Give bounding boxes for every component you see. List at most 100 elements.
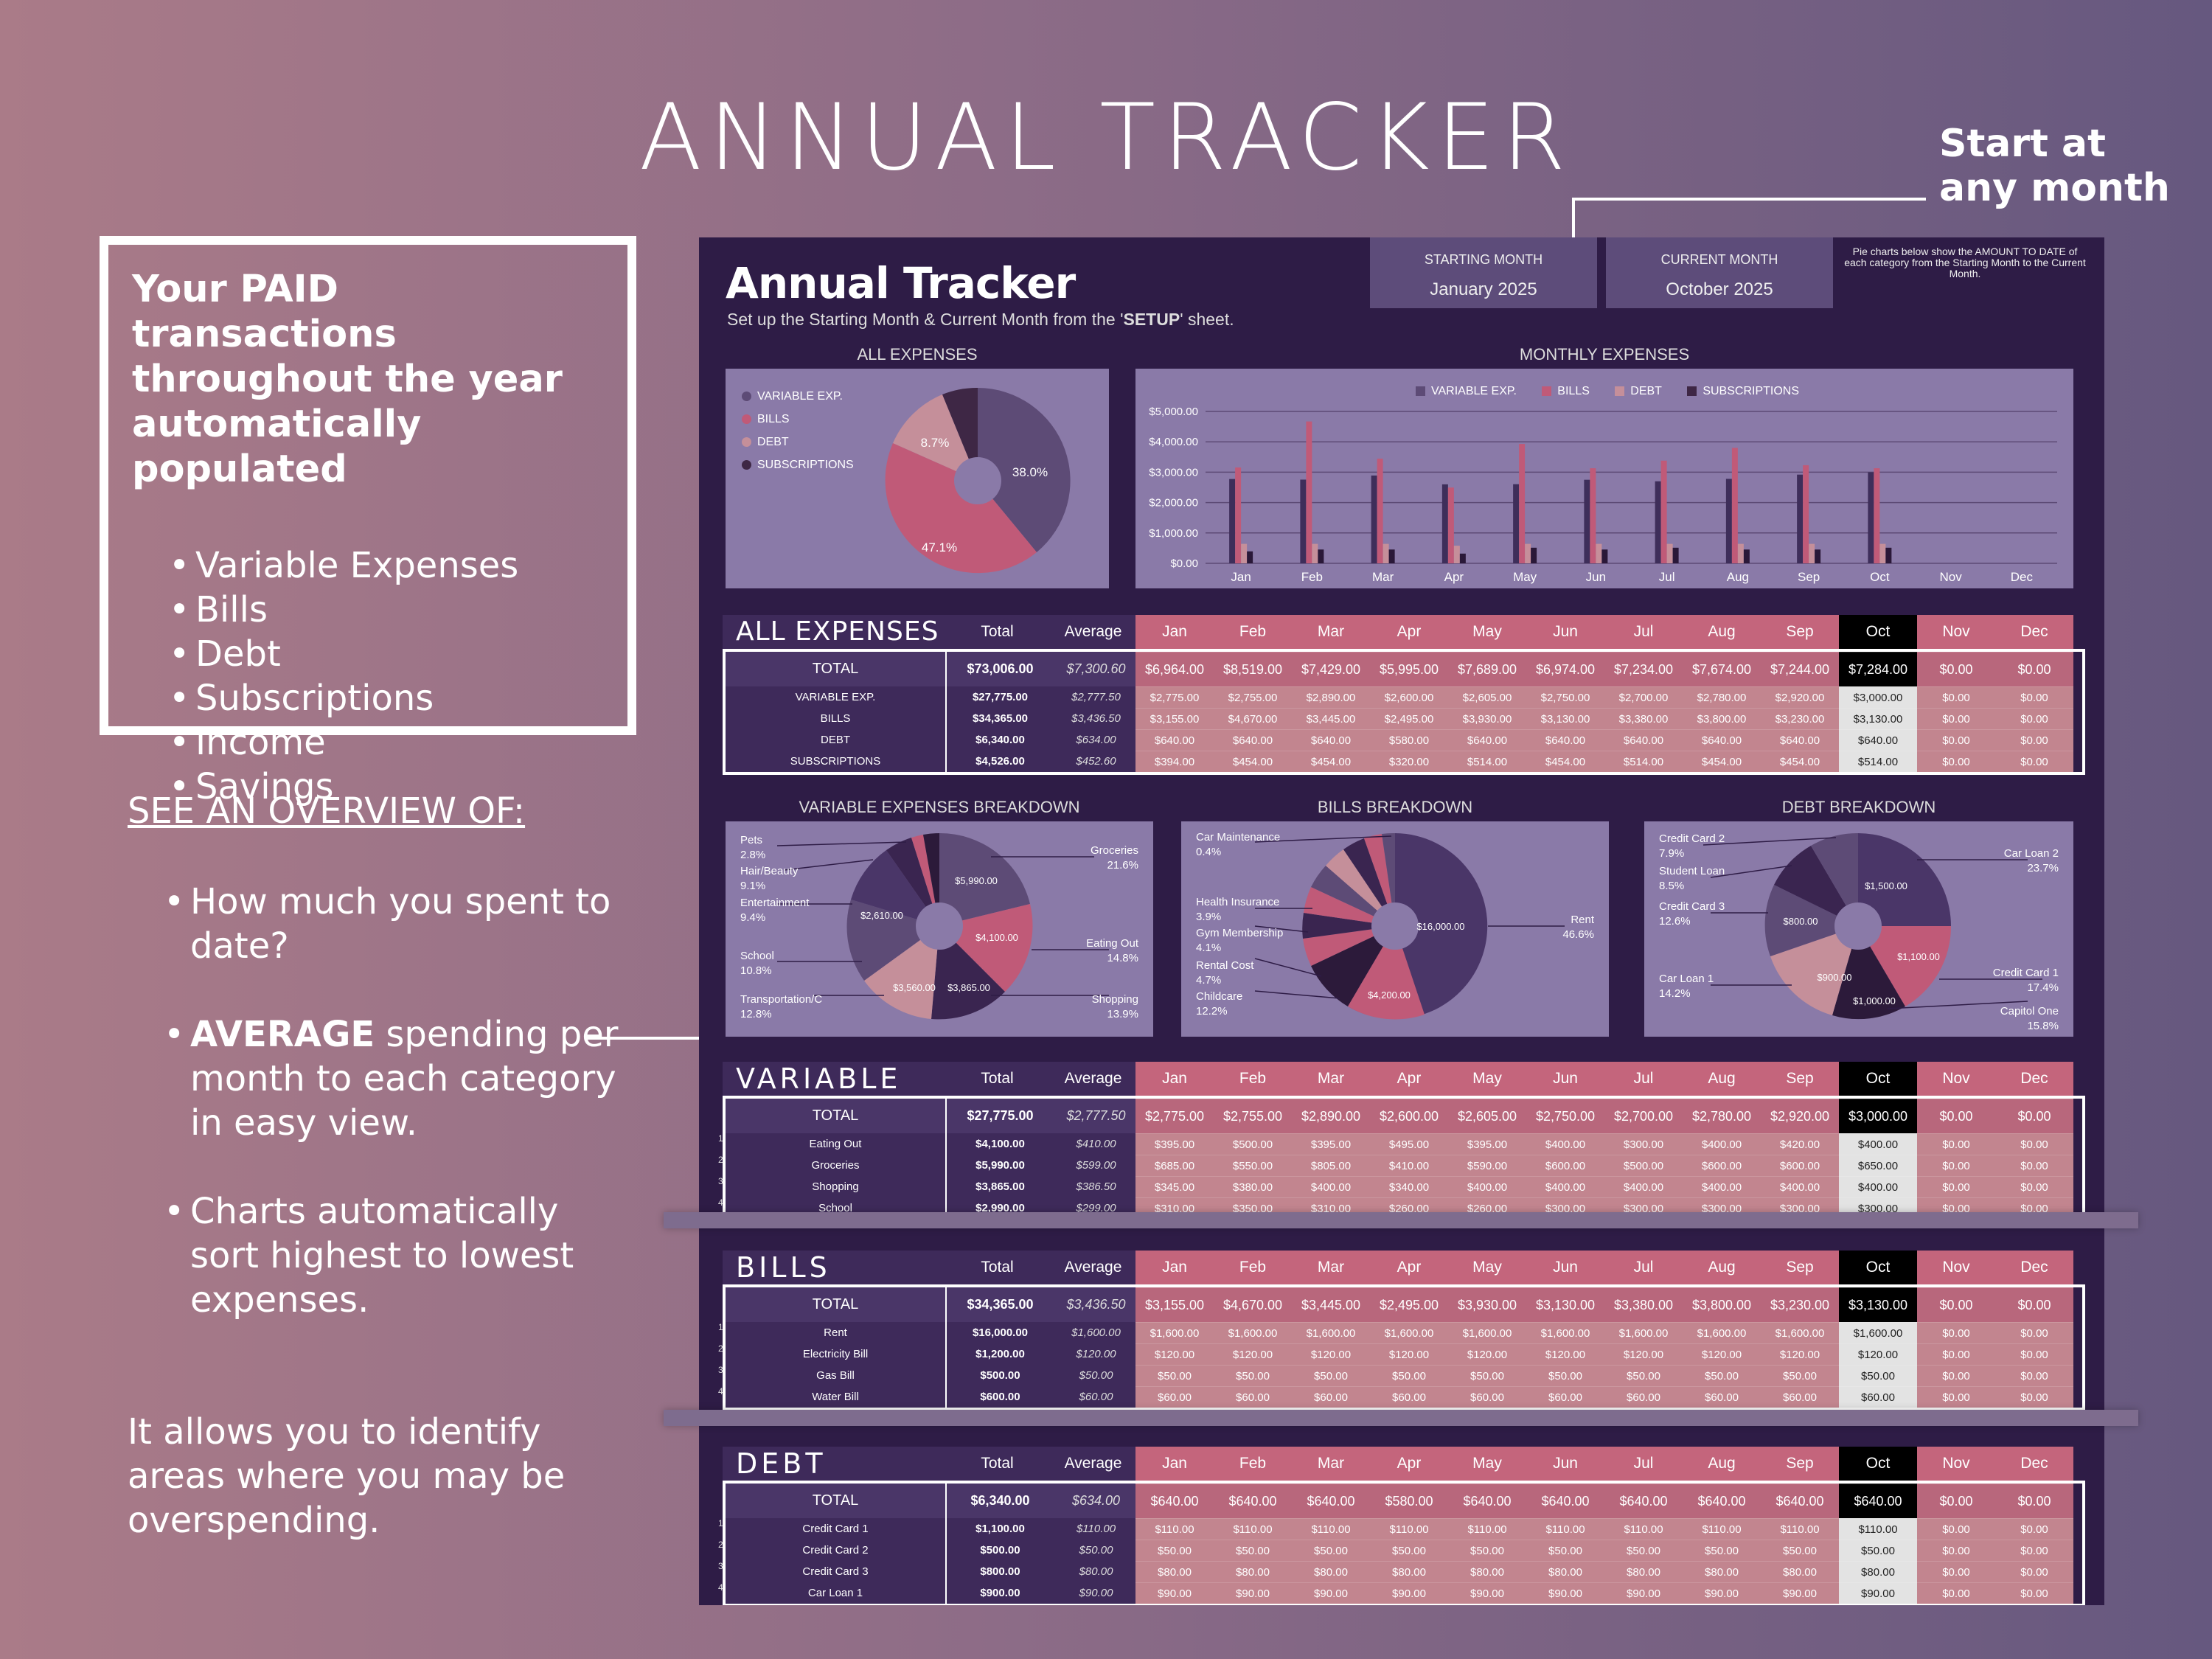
month-cell[interactable]: $120.00 [1683,1343,1761,1365]
month-cell[interactable]: $0.00 [1917,729,1995,751]
month-cell[interactable]: $590.00 [1448,1155,1526,1176]
month-cell[interactable]: $394.00 [1135,751,1214,772]
month-cell[interactable]: $50.00 [1683,1365,1761,1386]
month-cell[interactable]: $90.00 [1839,1582,1917,1604]
month-cell[interactable]: $80.00 [1839,1561,1917,1582]
month-cell[interactable]: $0.00 [1917,1322,1995,1343]
month-cell[interactable]: $50.00 [1135,1540,1214,1561]
month-cell[interactable]: $0.00 [1917,1287,1995,1322]
month-cell[interactable]: $0.00 [1995,1518,2073,1540]
month-cell[interactable]: $60.00 [1370,1386,1448,1408]
month-cell[interactable]: $110.00 [1370,1518,1448,1540]
month-cell[interactable]: $90.00 [1604,1582,1683,1604]
month-cell[interactable]: $50.00 [1761,1365,1839,1386]
month-cell[interactable]: $80.00 [1292,1561,1370,1582]
month-cell[interactable]: $400.00 [1683,1176,1761,1197]
month-cell[interactable]: $0.00 [1917,1155,1995,1176]
month-cell[interactable]: $120.00 [1135,1343,1214,1365]
month-cell[interactable]: $640.00 [1761,729,1839,751]
month-cell[interactable]: $7,674.00 [1683,652,1761,686]
month-cell[interactable]: $3,230.00 [1761,708,1839,729]
month-cell[interactable]: $640.00 [1214,729,1292,751]
month-cell[interactable]: $6,974.00 [1526,652,1604,686]
month-cell[interactable]: $0.00 [1995,1582,2073,1604]
month-cell[interactable]: $1,600.00 [1683,1322,1761,1343]
month-cell[interactable]: $340.00 [1370,1176,1448,1197]
month-cell[interactable]: $60.00 [1448,1386,1526,1408]
month-cell[interactable]: $600.00 [1761,1155,1839,1176]
month-cell[interactable]: $50.00 [1839,1540,1917,1561]
month-cell[interactable]: $1,600.00 [1761,1322,1839,1343]
month-cell[interactable]: $120.00 [1839,1343,1917,1365]
month-cell[interactable]: $2,890.00 [1292,1099,1370,1133]
month-cell[interactable]: $640.00 [1448,1484,1526,1518]
month-cell[interactable]: $0.00 [1917,1176,1995,1197]
month-cell[interactable]: $320.00 [1370,751,1448,772]
month-cell[interactable]: $3,000.00 [1839,686,1917,708]
month-cell[interactable]: $90.00 [1761,1582,1839,1604]
month-cell[interactable]: $50.00 [1135,1365,1214,1386]
month-cell[interactable]: $2,920.00 [1761,686,1839,708]
month-cell[interactable]: $80.00 [1370,1561,1448,1582]
month-cell[interactable]: $600.00 [1683,1155,1761,1176]
month-cell[interactable]: $380.00 [1214,1176,1292,1197]
month-cell[interactable]: $600.00 [1526,1155,1604,1176]
month-cell[interactable]: $500.00 [1604,1155,1683,1176]
month-cell[interactable]: $80.00 [1604,1561,1683,1582]
month-cell[interactable]: $454.00 [1683,751,1761,772]
month-cell[interactable]: $2,780.00 [1683,1099,1761,1133]
month-cell[interactable]: $110.00 [1526,1518,1604,1540]
month-cell[interactable]: $650.00 [1839,1155,1917,1176]
month-cell[interactable]: $400.00 [1683,1133,1761,1155]
month-cell[interactable]: $640.00 [1839,1484,1917,1518]
month-cell[interactable]: $400.00 [1839,1133,1917,1155]
month-cell[interactable]: $6,964.00 [1135,652,1214,686]
month-cell[interactable]: $3,930.00 [1448,1287,1526,1322]
month-cell[interactable]: $120.00 [1448,1343,1526,1365]
month-cell[interactable]: $110.00 [1604,1518,1683,1540]
month-cell[interactable]: $640.00 [1526,1484,1604,1518]
month-cell[interactable]: $50.00 [1526,1540,1604,1561]
month-cell[interactable]: $640.00 [1292,729,1370,751]
month-cell[interactable]: $0.00 [1917,708,1995,729]
month-cell[interactable]: $50.00 [1761,1540,1839,1561]
month-cell[interactable]: $0.00 [1917,652,1995,686]
month-cell[interactable]: $1,600.00 [1604,1322,1683,1343]
month-cell[interactable]: $60.00 [1839,1386,1917,1408]
month-cell[interactable]: $50.00 [1214,1365,1292,1386]
month-cell[interactable]: $0.00 [1995,1322,2073,1343]
month-cell[interactable]: $0.00 [1995,1176,2073,1197]
month-cell[interactable]: $400.00 [1604,1176,1683,1197]
month-cell[interactable]: $90.00 [1214,1582,1292,1604]
month-cell[interactable]: $50.00 [1214,1540,1292,1561]
month-cell[interactable]: $90.00 [1135,1582,1214,1604]
month-cell[interactable]: $0.00 [1917,1365,1995,1386]
month-cell[interactable]: $90.00 [1292,1582,1370,1604]
month-cell[interactable]: $454.00 [1214,751,1292,772]
month-cell[interactable]: $90.00 [1370,1582,1448,1604]
month-cell[interactable]: $514.00 [1839,751,1917,772]
month-cell[interactable]: $3,800.00 [1683,708,1761,729]
month-cell[interactable]: $120.00 [1761,1343,1839,1365]
month-cell[interactable]: $60.00 [1292,1386,1370,1408]
month-cell[interactable]: $1,600.00 [1292,1322,1370,1343]
month-cell[interactable]: $1,600.00 [1839,1322,1917,1343]
month-cell[interactable]: $2,605.00 [1448,686,1526,708]
month-cell[interactable]: $60.00 [1683,1386,1761,1408]
month-cell[interactable]: $0.00 [1995,1099,2073,1133]
month-cell[interactable]: $0.00 [1995,652,2073,686]
month-cell[interactable]: $7,234.00 [1604,652,1683,686]
month-cell[interactable]: $0.00 [1917,1343,1995,1365]
month-cell[interactable]: $3,380.00 [1604,708,1683,729]
month-cell[interactable]: $345.00 [1135,1176,1214,1197]
month-cell[interactable]: $400.00 [1526,1176,1604,1197]
month-cell[interactable]: $120.00 [1214,1343,1292,1365]
month-cell[interactable]: $0.00 [1995,1484,2073,1518]
month-cell[interactable]: $640.00 [1839,729,1917,751]
month-cell[interactable]: $2,750.00 [1526,1099,1604,1133]
month-cell[interactable]: $60.00 [1135,1386,1214,1408]
month-cell[interactable]: $3,155.00 [1135,1287,1214,1322]
month-cell[interactable]: $410.00 [1370,1155,1448,1176]
month-cell[interactable]: $50.00 [1370,1365,1448,1386]
month-cell[interactable]: $0.00 [1917,1133,1995,1155]
